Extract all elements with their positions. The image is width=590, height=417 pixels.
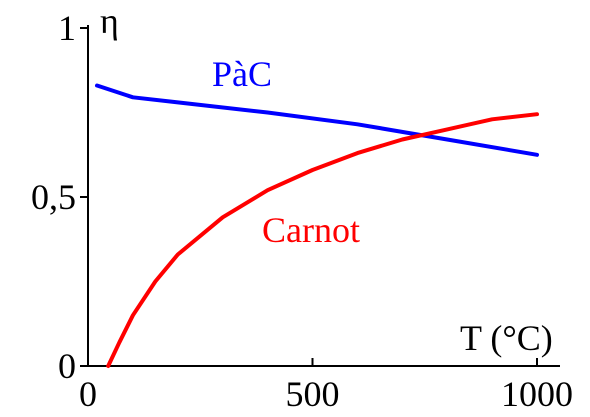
x-axis-label: T (°C)	[460, 318, 553, 358]
x-tick-label: 1000	[501, 374, 573, 414]
series-layer	[95, 83, 539, 368]
y-tick-label: 0,5	[31, 177, 76, 217]
pac-series-line	[95, 83, 539, 157]
carnot-series-label: Carnot	[262, 210, 360, 250]
x-tick-label: 0	[79, 374, 97, 414]
axes	[87, 25, 560, 367]
y-axis-label: η	[100, 1, 119, 41]
pac-series-label: PàC	[212, 54, 272, 94]
y-ticks: 00,51	[31, 8, 88, 386]
x-tick-label: 500	[286, 374, 340, 414]
y-tick-label: 0	[58, 346, 76, 386]
x-ticks: 0 500 1000	[79, 358, 573, 414]
y-tick-label: 1	[58, 8, 76, 48]
carnot-series-line	[106, 112, 539, 368]
